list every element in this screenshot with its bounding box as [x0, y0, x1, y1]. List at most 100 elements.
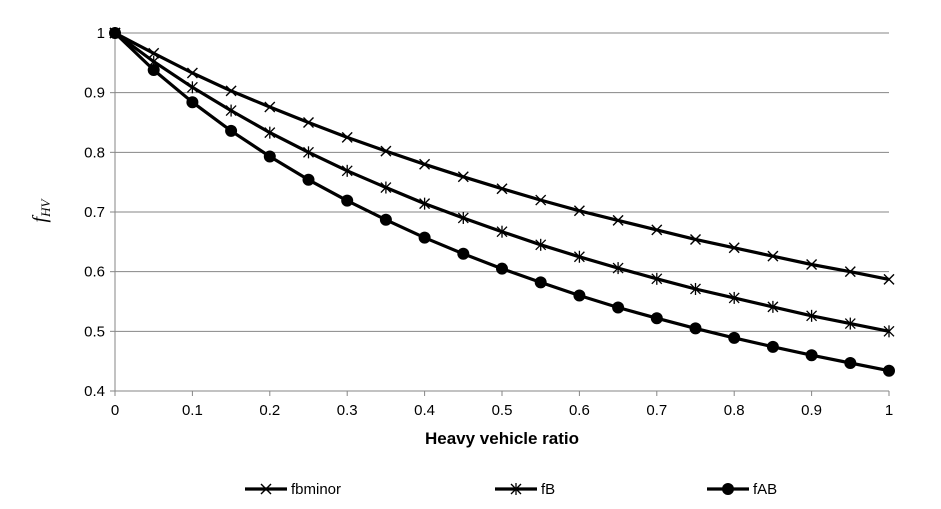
marker-circle [722, 483, 734, 495]
marker-circle [805, 349, 818, 362]
marker-asterisk [264, 126, 276, 139]
x-tick-label: 0.4 [414, 402, 435, 419]
marker-x [844, 266, 856, 278]
y-tick-label: 1 [97, 25, 105, 42]
marker-x [264, 101, 276, 113]
marker-x [883, 273, 895, 285]
legend-item-fAB: fAB [707, 481, 777, 498]
marker-asterisk [341, 164, 353, 177]
y-axis-title-subscript: HV [38, 198, 53, 218]
marker-circle [457, 247, 470, 260]
tick-labels: 0.4 0.5 0.6 0.7 0.8 0.9 1 0 0.1 0.2 0.3 0.4 0.5 0.6 0.… [84, 25, 893, 419]
marker-circle [844, 356, 857, 369]
series-line-fAB [113, 31, 890, 373]
x-tick-label: 0.7 [646, 402, 667, 419]
legend-label: fAB [753, 481, 777, 498]
marker-x [341, 131, 353, 143]
y-tick-label: 0.8 [84, 144, 105, 161]
marker-asterisk [690, 282, 701, 295]
marker-x [148, 47, 160, 59]
marker-x [612, 214, 624, 226]
series-group [109, 27, 895, 377]
y-tick-label: 0.4 [84, 383, 105, 400]
series-fB [109, 27, 895, 338]
y-tick-label: 0.6 [84, 264, 105, 281]
marker-asterisk [883, 325, 895, 338]
legend-item-fbminor: fbminor [245, 481, 341, 498]
marker-asterisk [186, 81, 198, 94]
marker-circle [650, 312, 663, 325]
marker-circle [418, 231, 431, 244]
y-tick-label: 0.5 [84, 323, 105, 340]
marker-circle [147, 63, 160, 76]
marker-asterisk [573, 250, 585, 263]
marker-x [380, 145, 392, 157]
marker-asterisk [806, 309, 818, 322]
legend-item-fB: fB [495, 481, 555, 498]
x-tick-label: 0 [111, 402, 119, 419]
legend: fbminor fB fAB [245, 481, 777, 498]
marker-x [651, 224, 663, 236]
marker-circle [496, 262, 508, 275]
marker-x [535, 194, 547, 206]
x-tick-label: 0.1 [182, 402, 203, 419]
marker-x [496, 183, 508, 195]
y-axis-title-main: f [29, 214, 51, 222]
legend-label: fbminor [291, 481, 341, 498]
marker-circle [341, 194, 354, 207]
marker-asterisk [457, 211, 469, 224]
marker-x [419, 158, 431, 170]
marker-asterisk [380, 181, 392, 194]
marker-asterisk [303, 146, 314, 159]
marker-x [303, 117, 314, 128]
marker-circle [186, 96, 199, 109]
marker-circle [263, 150, 276, 163]
series-fbminor [109, 27, 895, 285]
marker-asterisk [767, 300, 779, 313]
legend-label: fB [541, 481, 555, 498]
marker-circle [612, 301, 625, 314]
marker-x [690, 233, 701, 245]
marker-asterisk [844, 317, 856, 330]
marker-x [767, 250, 779, 262]
marker-circle [302, 173, 315, 186]
y-tick-label: 0.9 [84, 85, 105, 102]
marker-asterisk [651, 272, 663, 285]
marker-x [573, 205, 585, 217]
series-line-fB [114, 31, 890, 333]
marker-circle [728, 331, 741, 344]
x-tick-label: 1 [885, 402, 893, 419]
marker-circle [225, 124, 238, 137]
x-tick-label: 0.8 [724, 402, 745, 419]
marker-asterisk [225, 104, 237, 117]
y-axis-title: fHV [29, 198, 53, 223]
marker-x [260, 483, 272, 495]
marker-circle [379, 213, 392, 226]
marker-x [728, 242, 740, 254]
marker-x [806, 259, 818, 271]
marker-asterisk [612, 262, 624, 275]
gridlines [115, 32, 889, 332]
x-tick-label: 0.9 [801, 402, 822, 419]
marker-asterisk [728, 291, 740, 304]
marker-x [457, 171, 469, 183]
x-tick-label: 0.2 [259, 402, 280, 419]
marker-circle [109, 27, 121, 39]
y-tick-label: 0.7 [84, 204, 105, 221]
x-tick-label: 0.5 [492, 402, 513, 419]
marker-asterisk [510, 483, 522, 495]
series-fAB [109, 27, 895, 377]
marker-x [186, 67, 198, 79]
marker-circle [573, 289, 586, 302]
marker-circle [766, 340, 779, 353]
marker-asterisk [419, 197, 431, 210]
x-tick-label: 0.6 [569, 402, 590, 419]
marker-x [225, 85, 237, 97]
marker-circle [534, 276, 547, 289]
marker-circle [689, 322, 702, 335]
x-axis-title: Heavy vehicle ratio [425, 429, 579, 448]
marker-asterisk [535, 238, 547, 251]
series-line-fbminor [114, 31, 890, 281]
